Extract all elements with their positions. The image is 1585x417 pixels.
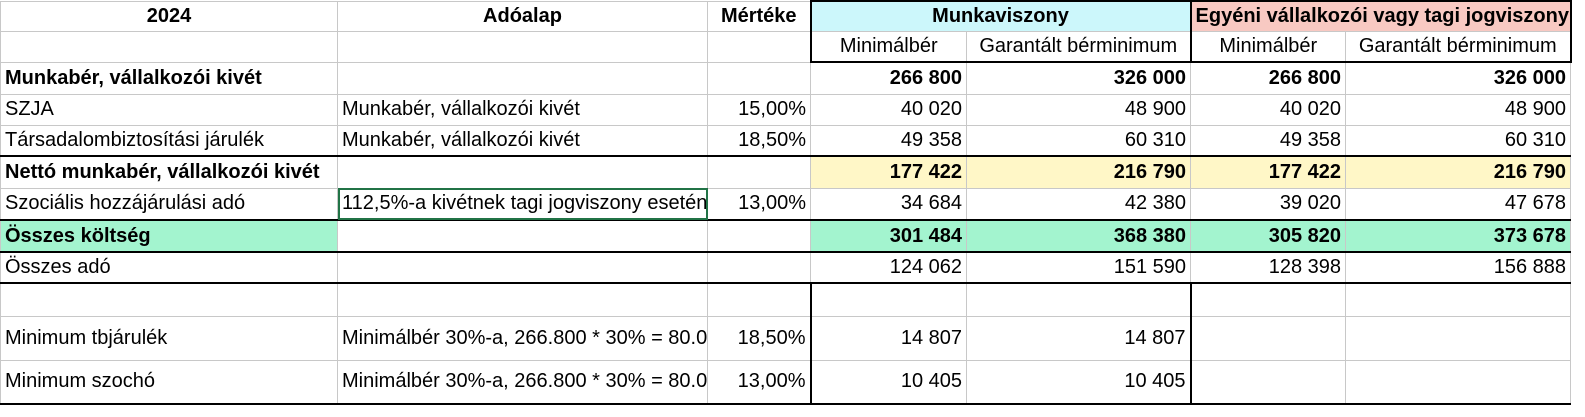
value-cell[interactable]: 40 020 xyxy=(1190,93,1347,126)
row-label[interactable]: Szociális hozzájárulási adó xyxy=(0,187,338,221)
value-cell[interactable]: 301 484 xyxy=(810,219,967,253)
empty-cell[interactable] xyxy=(809,282,967,317)
value-cell[interactable]: 49 358 xyxy=(1190,124,1347,157)
row-rate[interactable]: 18,50% xyxy=(707,315,811,361)
row-base[interactable] xyxy=(337,219,708,253)
employment-header-cell[interactable]: Munkaviszony xyxy=(809,0,1192,32)
empty-cell[interactable] xyxy=(0,30,338,63)
row-label[interactable]: Minimum szochó xyxy=(0,359,338,405)
row-label[interactable]: Nettó munkabér, vállalkozói kivét xyxy=(0,155,338,189)
header-row: 2024 Adóalap Mértéke Munkaviszony Egyéni… xyxy=(0,0,1572,32)
row-rate[interactable]: 18,50% xyxy=(707,124,811,157)
empty-cell[interactable] xyxy=(1345,359,1572,405)
value-cell[interactable]: 216 790 xyxy=(1345,155,1572,189)
value-cell[interactable]: 368 380 xyxy=(965,219,1192,253)
table-row: Minimum szochó Minimálbér 30%-a, 266.800… xyxy=(0,359,1572,405)
row-rate[interactable] xyxy=(707,61,811,95)
empty-cell[interactable] xyxy=(965,282,1192,317)
value-cell[interactable]: 156 888 xyxy=(1345,251,1572,284)
empty-cell[interactable] xyxy=(0,282,338,317)
row-rate[interactable]: 15,00% xyxy=(707,93,811,126)
table-row: Összes adó 124 062 151 590 128 398 156 8… xyxy=(0,251,1572,284)
empty-cell[interactable] xyxy=(1190,315,1347,361)
empty-cell[interactable] xyxy=(1190,282,1347,317)
row-base[interactable] xyxy=(337,61,708,95)
value-cell[interactable]: 177 422 xyxy=(1190,155,1347,189)
row-rate[interactable] xyxy=(707,219,811,253)
row-label[interactable]: Társadalombiztosítási járulék xyxy=(0,124,338,157)
value-cell[interactable]: 49 358 xyxy=(810,124,967,157)
value-cell[interactable]: 40 020 xyxy=(810,93,967,126)
row-label[interactable]: Összes költség xyxy=(0,219,338,253)
table-row: Minimum tbjárulék Minimálbér 30%-a, 266.… xyxy=(0,315,1572,361)
table-row: Szociális hozzájárulási adó 112,5%-a kiv… xyxy=(0,187,1572,221)
value-cell[interactable]: 266 800 xyxy=(810,61,967,95)
spreadsheet-table: 2024 Adóalap Mértéke Munkaviszony Egyéni… xyxy=(0,0,1572,405)
value-cell[interactable]: 10 405 xyxy=(809,359,967,405)
empty-cell[interactable] xyxy=(1345,282,1572,317)
row-base[interactable] xyxy=(337,251,708,284)
value-cell[interactable]: 39 020 xyxy=(1190,187,1347,221)
empty-row xyxy=(0,282,1572,317)
row-rate[interactable] xyxy=(707,155,811,189)
row-base[interactable] xyxy=(337,155,708,189)
value-cell[interactable]: 128 398 xyxy=(1190,251,1347,284)
table-row: Társadalombiztosítási járulék Munkabér, … xyxy=(0,124,1572,157)
table-row: Munkabér, vállalkozói kivét 266 800 326 … xyxy=(0,61,1572,95)
row-label[interactable]: SZJA xyxy=(0,93,338,126)
row-rate[interactable] xyxy=(707,251,811,284)
value-cell[interactable]: 14 807 xyxy=(809,315,967,361)
value-cell[interactable]: 48 900 xyxy=(965,93,1192,126)
row-base[interactable]: Munkabér, vállalkozói kivét xyxy=(337,93,708,126)
value-cell[interactable]: 48 900 xyxy=(1345,93,1572,126)
value-cell[interactable]: 60 310 xyxy=(1345,124,1572,157)
subheader-guaranteed-employment[interactable]: Garantált bérminimum xyxy=(965,30,1192,63)
value-cell[interactable]: 10 405 xyxy=(965,359,1192,405)
row-base[interactable]: Munkabér, vállalkozói kivét xyxy=(337,124,708,157)
row-base[interactable]: Minimálbér 30%-a, 266.800 * 30% = 80.040 xyxy=(337,359,708,405)
value-cell[interactable]: 326 000 xyxy=(965,61,1192,95)
value-cell[interactable]: 151 590 xyxy=(965,251,1192,284)
subheader-min-wage-employment[interactable]: Minimálbér xyxy=(809,30,967,63)
table-row: SZJA Munkabér, vállalkozói kivét 15,00% … xyxy=(0,93,1572,126)
table-row: Összes költség 301 484 368 380 305 820 3… xyxy=(0,219,1572,253)
value-cell[interactable]: 60 310 xyxy=(965,124,1192,157)
value-cell[interactable]: 14 807 xyxy=(965,315,1192,361)
rate-header-cell[interactable]: Mértéke xyxy=(707,0,811,32)
value-cell[interactable]: 177 422 xyxy=(810,155,967,189)
value-cell[interactable]: 47 678 xyxy=(1345,187,1572,221)
year-header-cell[interactable]: 2024 xyxy=(0,0,338,32)
row-rate[interactable]: 13,00% xyxy=(707,187,811,221)
row-rate[interactable]: 13,00% xyxy=(707,359,811,405)
value-cell[interactable]: 124 062 xyxy=(810,251,967,284)
value-cell[interactable]: 326 000 xyxy=(1345,61,1572,95)
empty-cell[interactable] xyxy=(1190,359,1347,405)
empty-cell[interactable] xyxy=(1345,315,1572,361)
value-cell[interactable]: 373 678 xyxy=(1345,219,1572,253)
row-base[interactable]: Minimálbér 30%-a, 266.800 * 30% = 80.040 xyxy=(337,315,708,361)
row-label[interactable]: Összes adó xyxy=(0,251,338,284)
value-cell[interactable]: 266 800 xyxy=(1190,61,1347,95)
empty-cell[interactable] xyxy=(707,30,811,63)
row-label[interactable]: Munkabér, vállalkozói kivét xyxy=(0,61,338,95)
empty-cell[interactable] xyxy=(707,282,811,317)
subheader-min-wage-entrepreneur[interactable]: Minimálbér xyxy=(1189,30,1347,63)
value-cell[interactable]: 216 790 xyxy=(965,155,1192,189)
table-row: Nettó munkabér, vállalkozói kivét 177 42… xyxy=(0,155,1572,189)
subheader-guaranteed-entrepreneur[interactable]: Garantált bérminimum xyxy=(1345,30,1572,63)
row-base-selected-cell[interactable]: 112,5%-a kivétnek tagi jogviszony esetén xyxy=(337,187,708,221)
value-cell[interactable]: 34 684 xyxy=(810,187,967,221)
value-cell[interactable]: 42 380 xyxy=(965,187,1192,221)
empty-cell[interactable] xyxy=(337,30,708,63)
base-header-cell[interactable]: Adóalap xyxy=(337,0,708,32)
entrepreneur-header-cell[interactable]: Egyéni vállalkozói vagy tagi jogviszony xyxy=(1189,0,1572,32)
subheader-row: Minimálbér Garantált bérminimum Minimálb… xyxy=(0,30,1572,63)
row-label[interactable]: Minimum tbjárulék xyxy=(0,315,338,361)
empty-cell[interactable] xyxy=(337,282,708,317)
value-cell[interactable]: 305 820 xyxy=(1190,219,1347,253)
